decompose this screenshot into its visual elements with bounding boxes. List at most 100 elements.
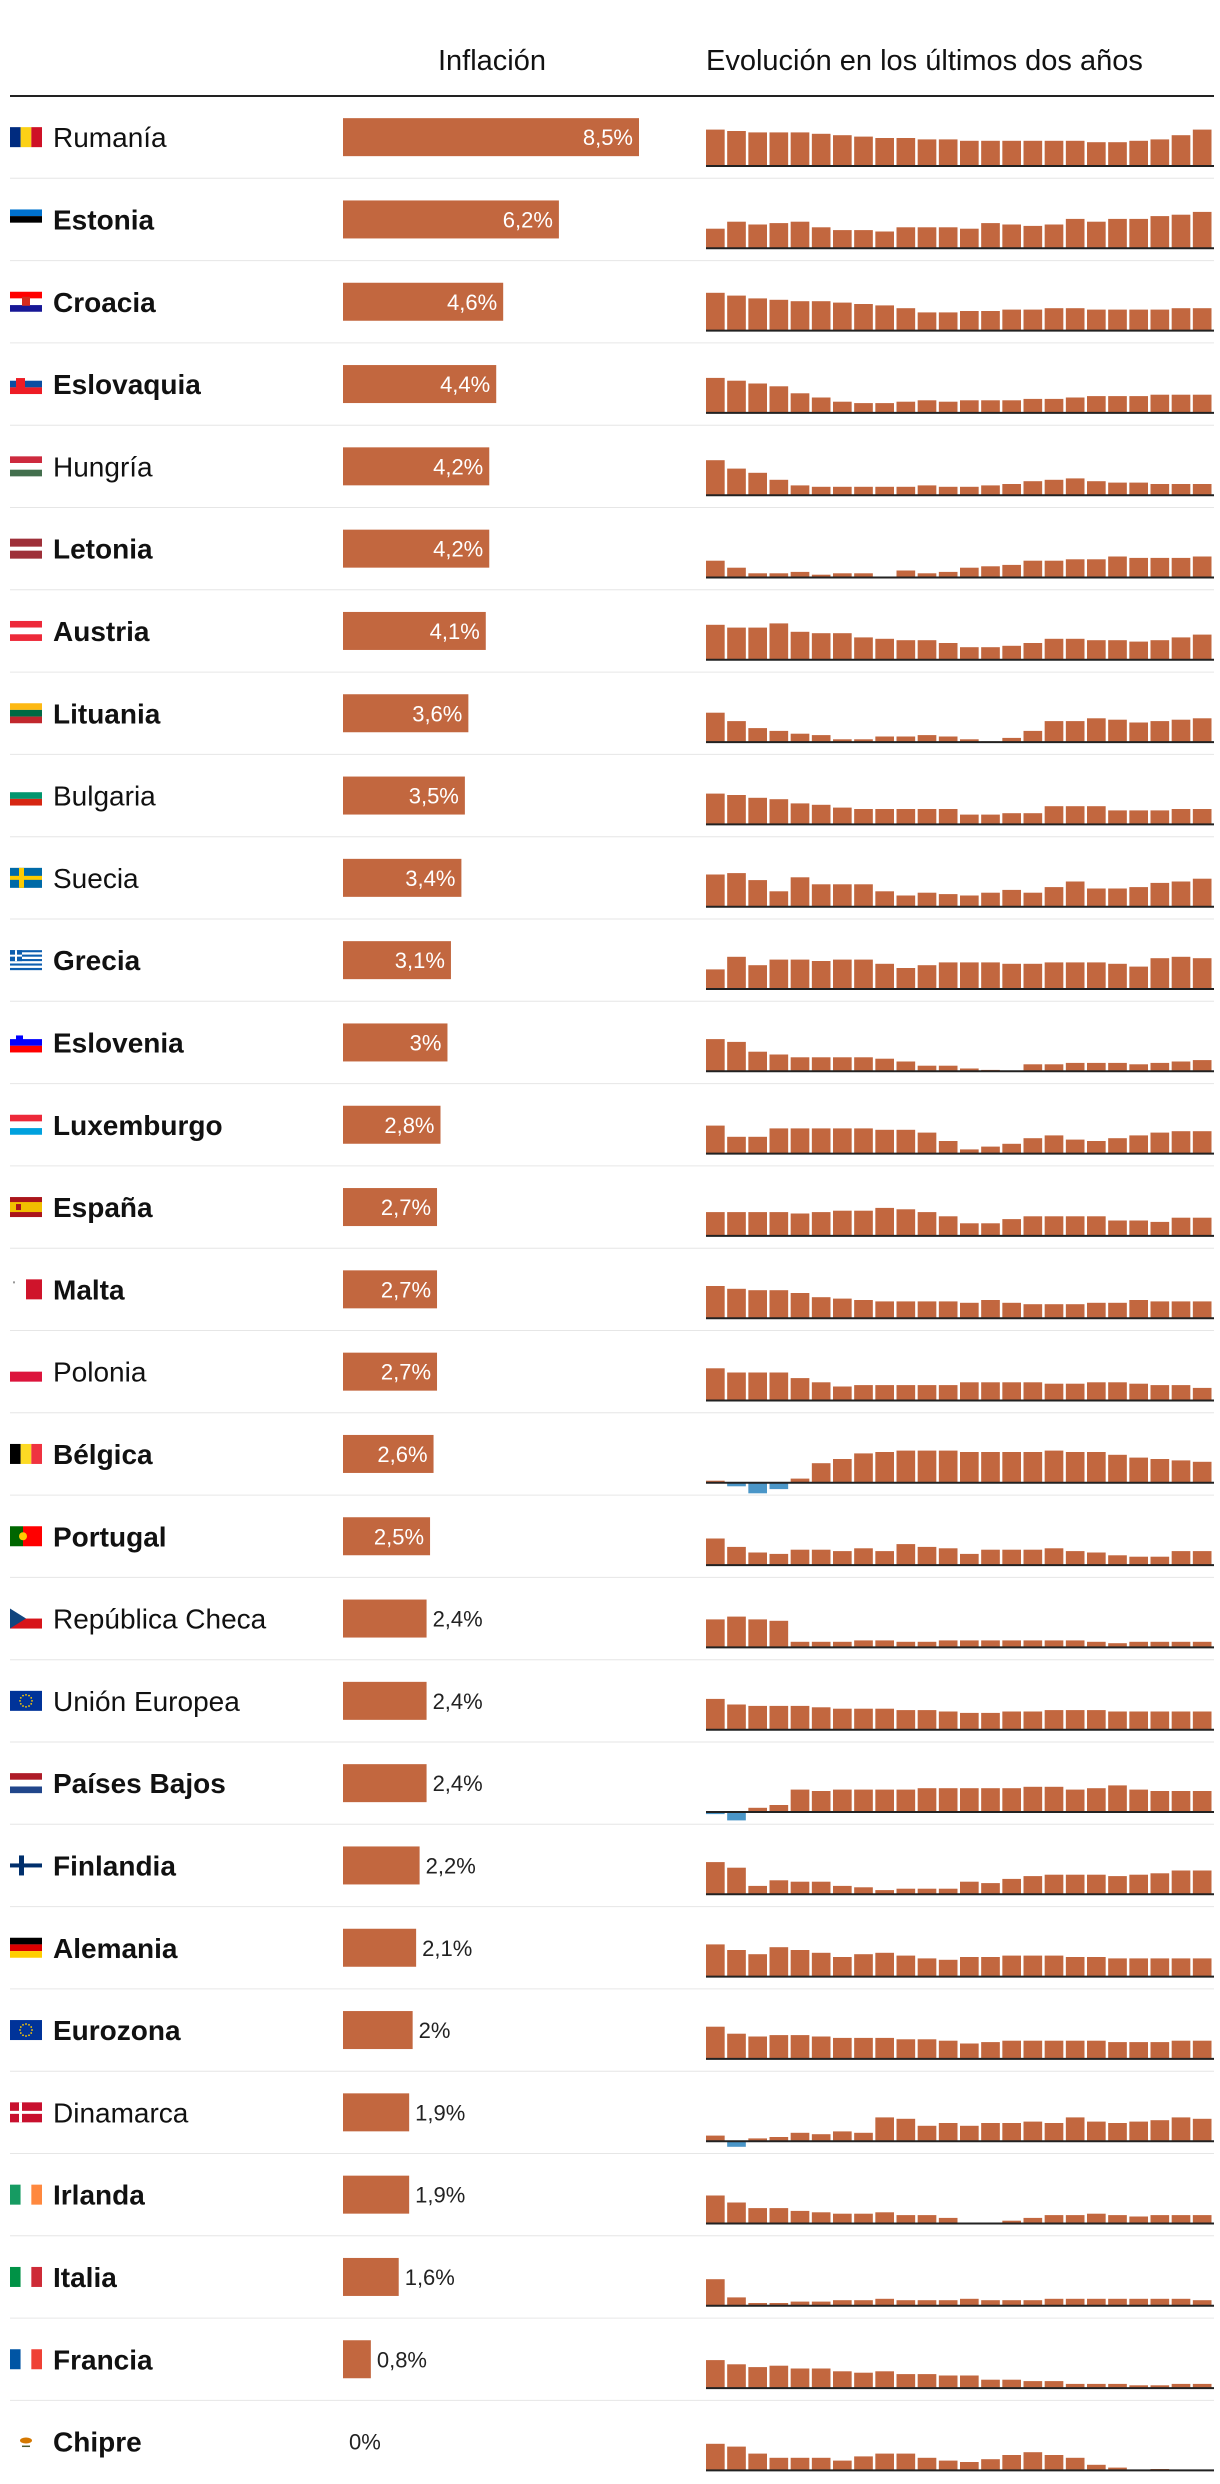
evolution-bar (1087, 888, 1106, 907)
evolution-bar (896, 486, 916, 496)
evolution-bar (938, 1640, 958, 1648)
evolution-bar (875, 2037, 894, 2059)
row-italia: Italia 1,6% (10, 2257, 1214, 2319)
evolution-bar (706, 377, 725, 413)
evolution-bar (1171, 484, 1191, 496)
evolution-bar (1108, 1382, 1127, 1401)
inflation-bar (343, 1846, 420, 1885)
evolution-bar (1150, 640, 1170, 660)
evolution-bar (981, 1640, 1000, 1648)
evolution-bar (1065, 638, 1085, 660)
country-label: Letonia (53, 534, 153, 565)
evolution-bar (1044, 1135, 1064, 1154)
evolution-bar (938, 1450, 958, 1483)
evolution-bar (811, 1297, 831, 1319)
flag-lt-icon (10, 703, 42, 724)
evolution-bar (960, 2043, 979, 2059)
evolution-bar (896, 401, 916, 413)
evolution-bar (727, 1212, 746, 1236)
evolution-bar (769, 1880, 789, 1895)
inflation-value-label: 2% (419, 2018, 451, 2043)
evolution-bar (960, 1068, 979, 1072)
evolution-bar (917, 1301, 937, 1319)
evolution-bar (1065, 1957, 1085, 1977)
evolution-bar (1129, 482, 1148, 496)
evolution-bar (1108, 396, 1127, 413)
evolution-bar (1087, 2213, 1106, 2224)
inflation-bar (343, 858, 462, 897)
evolution-bar (1065, 881, 1085, 907)
evolution-bar (1044, 1786, 1064, 1812)
evolution-bar (1023, 560, 1043, 578)
evolution-bar (1065, 1710, 1085, 1730)
evolution-bar (811, 2368, 831, 2389)
evolution-bar (769, 2035, 789, 2059)
evolution-bar (1087, 559, 1106, 578)
evolution-bar (1129, 966, 1148, 989)
evolution-bar (811, 735, 831, 743)
evolution-bar (1087, 142, 1106, 166)
evolution-bar (748, 1885, 767, 1895)
country-label: Finlandia (53, 1850, 176, 1881)
evolution-bar (896, 2453, 916, 2471)
evolution-bar (1023, 2040, 1043, 2059)
evolution-bar (854, 739, 873, 743)
evolution-bar (727, 2446, 746, 2471)
evolution-bar (938, 227, 958, 249)
evolution-bar (1002, 1219, 1021, 1236)
row-lituania: Lituania 3,6% (10, 694, 1214, 755)
evolution-bar (896, 138, 916, 166)
evolution-bar (790, 959, 810, 989)
evolution-bar (917, 573, 937, 578)
evolution-bar (960, 1149, 979, 1154)
evolution-bar (1002, 1549, 1021, 1566)
evolution-bar (1192, 1958, 1212, 1977)
evolution-bar (811, 2457, 831, 2471)
evolution-bar (854, 1128, 873, 1154)
evolution-bar (790, 1478, 810, 1483)
evolution-bar (1150, 2385, 1170, 2389)
evolution-bar (896, 1888, 916, 1895)
evolution-bar (854, 884, 873, 907)
evolution-bar (769, 479, 789, 496)
evolution-bar (896, 570, 916, 578)
flag-at-icon (10, 620, 42, 641)
evolution-bar (1023, 892, 1043, 907)
evolution-bar (917, 1212, 937, 1236)
country-label: Eurozona (53, 2015, 181, 2046)
evolution-bar (854, 573, 873, 578)
evolution-bar (1002, 813, 1021, 825)
evolution-bar (938, 2460, 958, 2471)
evolution-bar (1129, 2298, 1148, 2306)
flag-gr-icon (10, 950, 42, 971)
evolution-bar (1171, 1641, 1191, 1648)
evolution-bar (938, 1141, 958, 1154)
evolution-bar (748, 1807, 767, 1812)
evolution-bar (1065, 1383, 1085, 1401)
inflation-value-label: 2,7% (381, 1195, 431, 1220)
evolution-bar (790, 1378, 810, 1401)
inflation-value-label: 2,2% (426, 1853, 476, 1878)
evolution-bar (1023, 1549, 1043, 1566)
evolution-bar (896, 1450, 916, 1483)
evolution-bar (1171, 1385, 1191, 1401)
evolution-bar (1065, 478, 1085, 496)
evolution-bar (1065, 2215, 1085, 2224)
evolution-bar (938, 2217, 958, 2224)
evolution-bar (790, 221, 810, 249)
evolution-bar (875, 1952, 894, 1977)
evolution-bar (1171, 1217, 1191, 1236)
evolution-bar (769, 1054, 789, 1072)
evolution-bar (1065, 218, 1085, 249)
evolution-bar (811, 884, 831, 907)
country-label: Chipre (53, 2427, 142, 2458)
evolution-bar (1044, 1064, 1064, 1072)
inflation-bar (343, 1599, 427, 1638)
evolution-bar (1087, 1216, 1106, 1236)
evolution-bar (896, 1061, 916, 1072)
evolution-bar (1044, 308, 1064, 331)
evolution-bar (1150, 139, 1170, 166)
evolution-bar (833, 401, 852, 413)
evolution-bar (1108, 1454, 1127, 1483)
evolution-bar (960, 2125, 979, 2142)
